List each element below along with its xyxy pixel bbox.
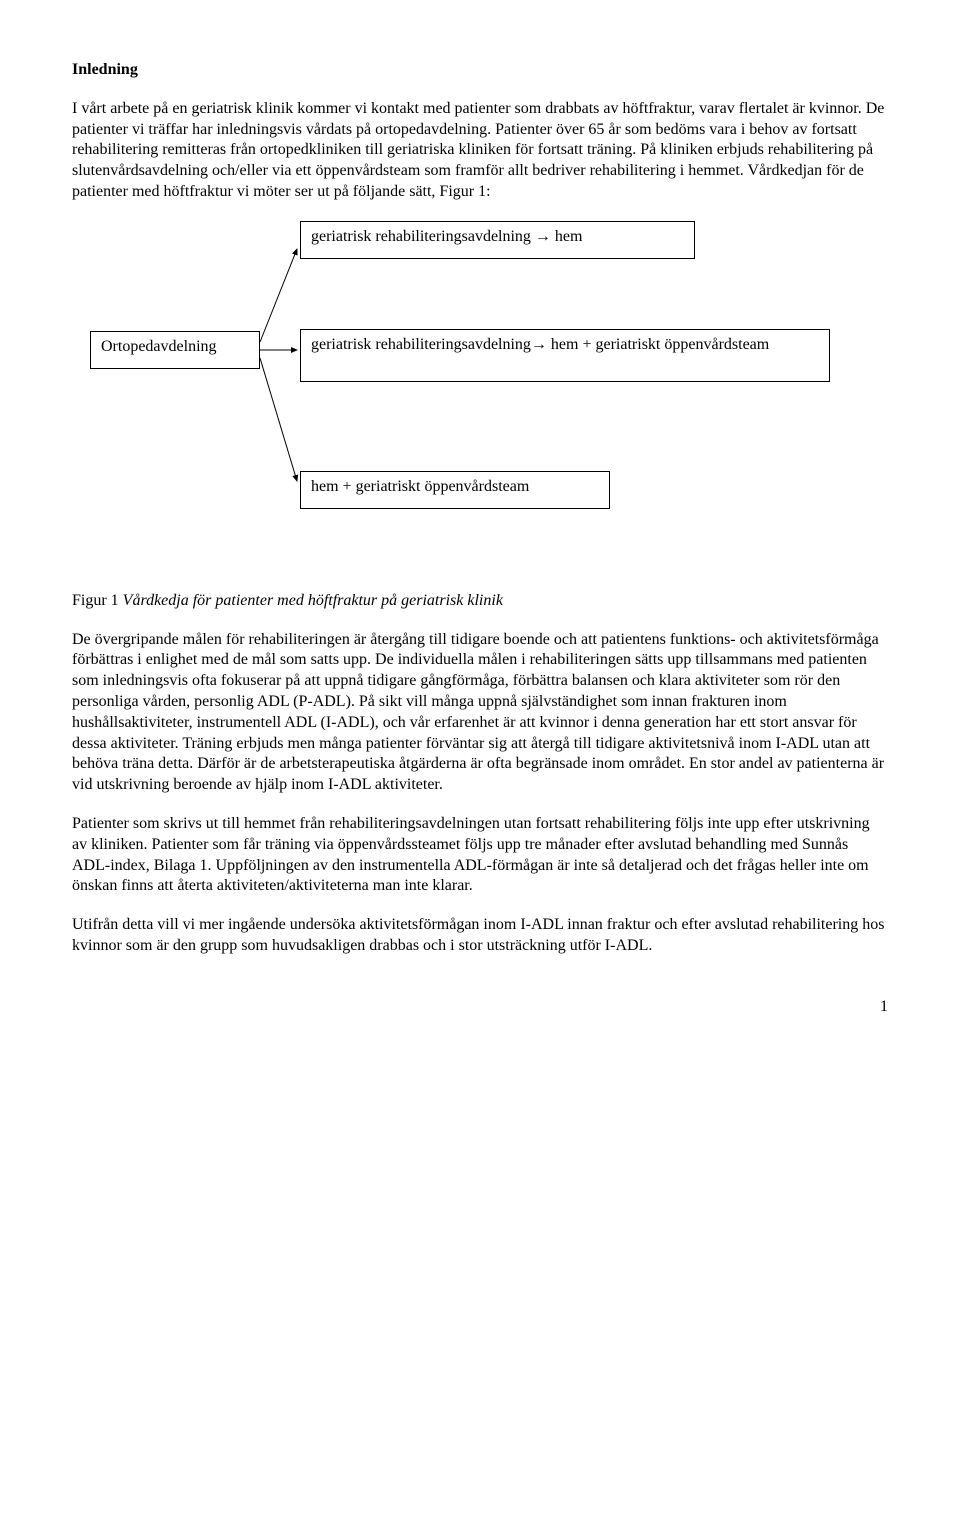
- paragraph-conclusion: Utifrån detta vill vi mer ingående under…: [72, 915, 888, 957]
- figure-caption: Figur 1 Vårdkedja för patienter med höft…: [72, 591, 888, 612]
- diagram-box-top: geriatrisk rehabiliteringsavdelning → he…: [300, 221, 695, 259]
- paragraph-followup: Patienter som skrivs ut till hemmet från…: [72, 814, 888, 897]
- diagram-arrows: [90, 221, 870, 581]
- paragraph-goals: De övergripande målen för rehabilitering…: [72, 630, 888, 796]
- flow-diagram: geriatrisk rehabiliteringsavdelning → he…: [90, 221, 870, 581]
- diagram-box-mid: geriatrisk rehabiliteringsavdelning→ hem…: [300, 329, 830, 382]
- diagram-box-bottom: hem + geriatriskt öppenvårdsteam: [300, 471, 610, 509]
- figure-label: Figur 1: [72, 592, 119, 609]
- paragraph-intro: I vårt arbete på en geriatrisk klinik ko…: [72, 99, 888, 203]
- figure-text-content: Vårdkedja för patienter med höftfraktur …: [123, 592, 503, 609]
- page-heading: Inledning: [72, 60, 888, 81]
- diagram-box-left: Ortopedavdelning: [90, 331, 260, 369]
- page-number: 1: [72, 997, 888, 1018]
